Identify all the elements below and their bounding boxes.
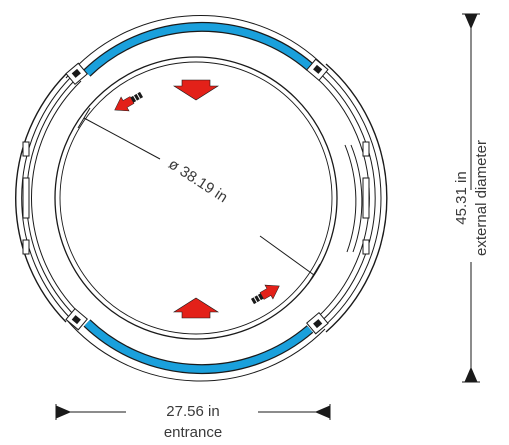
canopy-track (83, 21, 314, 375)
direction-arrows (172, 79, 220, 319)
external-diameter-value: 45.31 in (453, 171, 470, 224)
entrance-dimension (55, 404, 331, 420)
entrance-value: 27.56 in (166, 403, 219, 420)
down-arrow-icon (172, 79, 220, 101)
inner-diameter-dimension (77, 107, 321, 285)
up-arrow-icon (172, 297, 220, 319)
rotation-arrow-icon (250, 284, 280, 305)
outer-frame (15, 14, 388, 382)
rotation-arrow-icon (114, 91, 144, 112)
external-diameter-caption: external diameter (473, 140, 490, 256)
wing-posts (65, 58, 329, 335)
entrance-caption: entrance (164, 424, 222, 441)
external-diameter-dimension (462, 13, 480, 383)
inner-drum (54, 56, 338, 340)
inner-diameter-label: ø 38.19 in (165, 156, 230, 207)
